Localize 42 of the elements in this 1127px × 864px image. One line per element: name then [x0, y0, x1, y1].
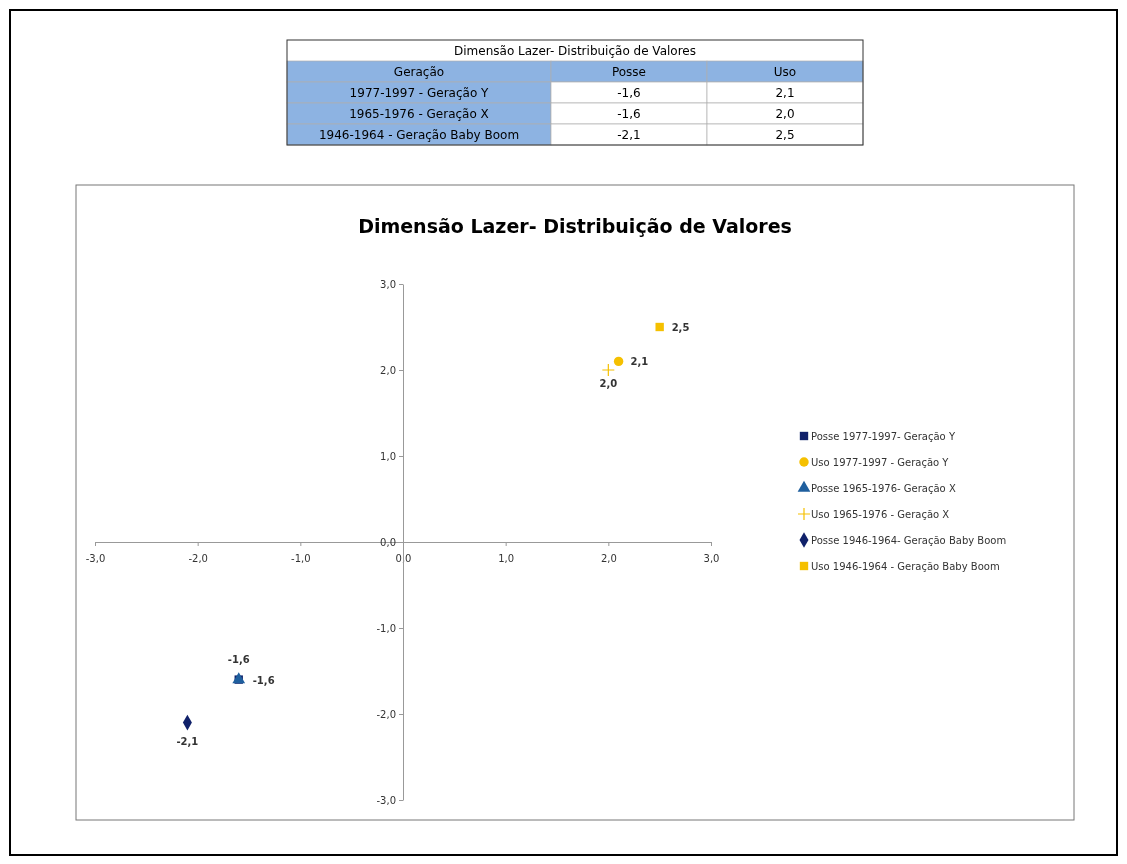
- text: 1977-1997 - Geração Y: [349, 86, 490, 100]
- data-label: 2,0: [599, 378, 618, 389]
- x-tick-label: 2,0: [600, 553, 617, 564]
- point: [613, 356, 624, 367]
- data-label: 2,1: [630, 356, 649, 368]
- legend-label: Posse 1946-1964- Geração Baby Boom: [811, 535, 1007, 546]
- legend-label: Posse 1965-1976- Geração X: [811, 483, 956, 494]
- y-tick-label: 3,0: [380, 278, 396, 290]
- legend-label: Uso 1946-1964 - Geração Baby Boom: [811, 561, 1000, 572]
- text: 2,1: [775, 86, 795, 100]
- x-tick-label: 1,0: [498, 553, 515, 564]
- text: Uso: [773, 65, 797, 79]
- point: [655, 322, 664, 332]
- point: [601, 363, 615, 377]
- x-tick-label: 3,0: [703, 553, 720, 564]
- text: 1965-1976 - Geração X: [349, 107, 489, 121]
- x-tick-label: -3,0: [85, 553, 106, 564]
- legend-label: Posse 1977-1997- Geração Y: [811, 431, 956, 442]
- text: 2,0: [775, 107, 795, 121]
- y-tick-label: -1,0: [376, 622, 396, 634]
- data-label: 2,5: [671, 322, 690, 333]
- chart-title: Dimensão Lazer- Distribuição de Valores: [454, 44, 696, 58]
- chart-title: Dimensão Lazer- Distribuição de Valores: [358, 215, 792, 237]
- text: -1,6: [617, 86, 641, 100]
- y-tick-label: -3,0: [376, 794, 396, 806]
- data-label: -2,1: [176, 735, 199, 747]
- legend-label: Uso 1977-1997 - Geração Y: [811, 457, 950, 468]
- data-label: -1,6: [252, 674, 275, 686]
- text: 1946-1964 - Geração Baby Boom: [318, 128, 520, 142]
- y-tick-label: -2,0: [376, 708, 396, 720]
- x-tick-label: -1,0: [291, 553, 311, 564]
- text: -2,1: [617, 128, 641, 142]
- y-tick-label: 0,0: [380, 536, 396, 548]
- data-label: -1,6: [227, 653, 250, 665]
- text: 2,5: [775, 128, 795, 142]
- y-tick-label: 2,0: [380, 364, 396, 376]
- text: Posse: [611, 65, 647, 79]
- text: Geração: [393, 65, 445, 79]
- y-tick-label: 1,0: [380, 450, 396, 462]
- text: -1,6: [617, 107, 641, 121]
- legend-label: Uso 1965-1976 - Geração X: [811, 509, 950, 520]
- x-tick-label: -2,0: [188, 553, 208, 564]
